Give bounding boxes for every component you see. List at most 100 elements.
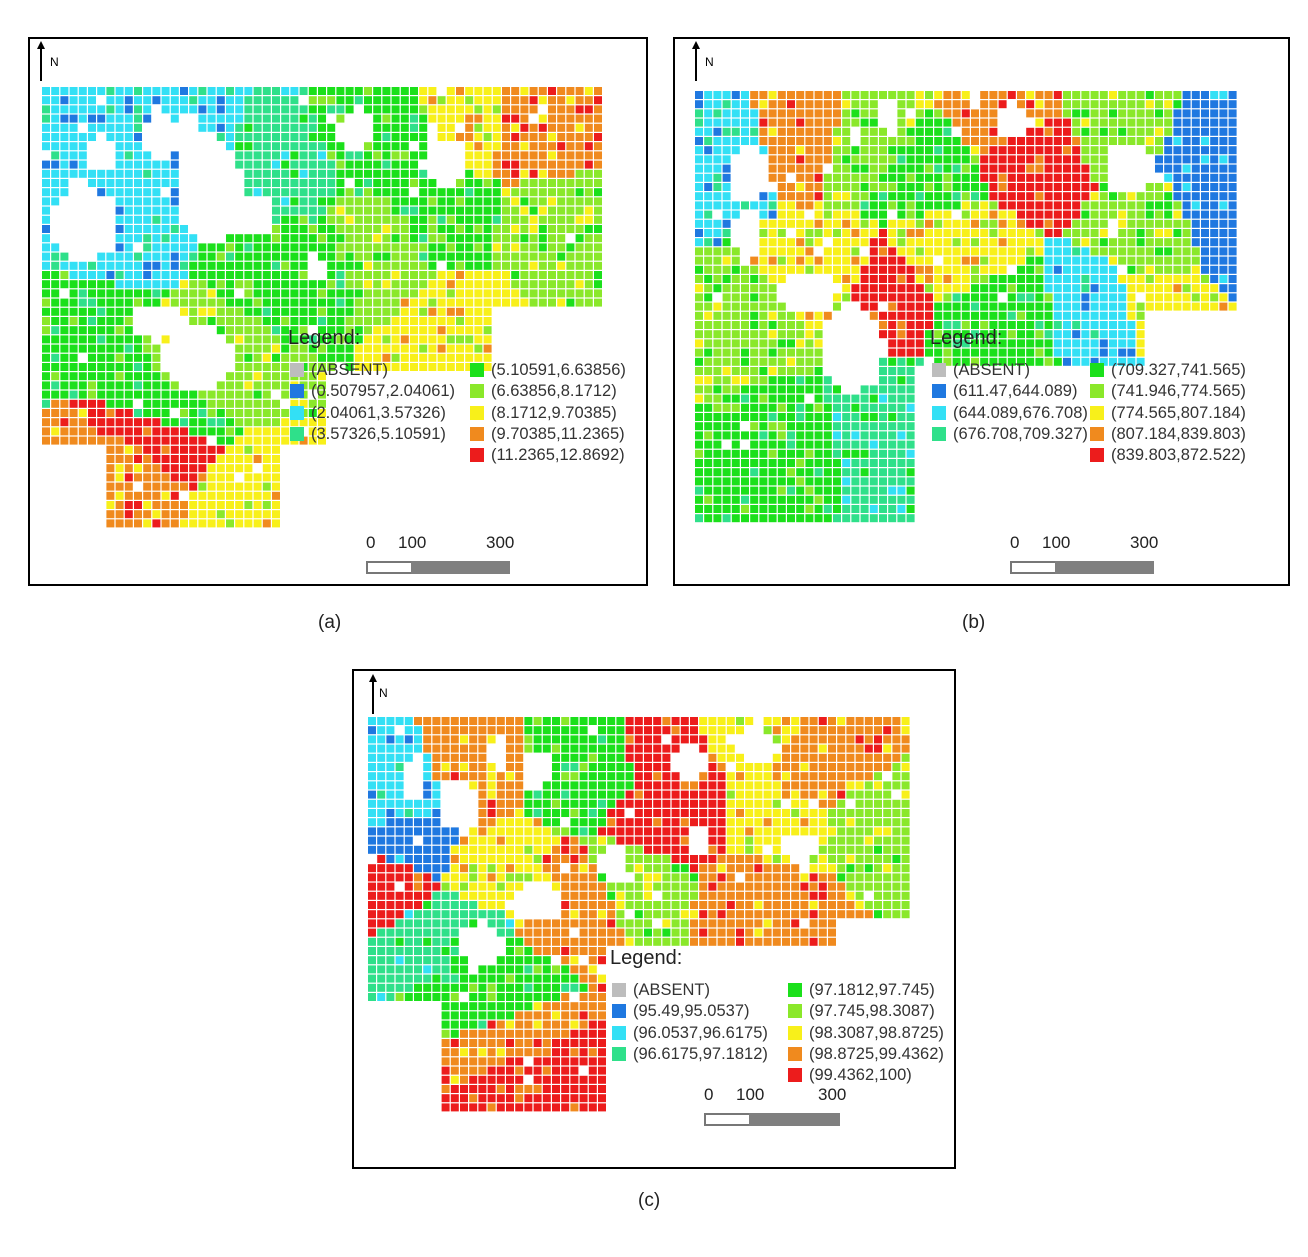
grid-cell — [299, 261, 308, 270]
grid-cell — [60, 372, 69, 381]
grid-cell — [487, 882, 496, 891]
grid-cell — [428, 307, 437, 316]
grid-cell — [478, 891, 487, 900]
grid-cell — [805, 477, 814, 486]
grid-cell — [906, 330, 915, 339]
grid-cell — [971, 275, 979, 283]
grid-cell — [1017, 302, 1025, 311]
grid-cell — [796, 449, 805, 458]
grid-cell — [170, 445, 179, 454]
grid-cell — [327, 363, 336, 371]
grid-cell — [851, 118, 860, 127]
grid-cell — [51, 179, 60, 187]
grid-cell — [833, 127, 841, 136]
grid-cell — [879, 330, 887, 339]
grid-cell — [791, 891, 800, 900]
grid-cell — [336, 353, 345, 362]
grid-cell — [915, 357, 924, 366]
grid-cell — [998, 311, 1007, 320]
grid-cell — [552, 873, 560, 882]
grid-cell — [879, 201, 887, 210]
grid-cell — [336, 197, 345, 206]
grid-cell — [823, 109, 832, 118]
grid-cell — [570, 827, 579, 836]
grid-cell — [828, 855, 836, 863]
grid-cell — [731, 459, 740, 467]
grid-cell — [695, 431, 703, 440]
grid-cell — [1191, 100, 1200, 109]
grid-cell — [1090, 238, 1099, 247]
grid-cell — [616, 772, 625, 781]
grid-cell — [901, 781, 910, 790]
grid-cell — [869, 238, 878, 247]
grid-cell — [588, 763, 597, 771]
grid-cell — [450, 717, 459, 725]
grid-cell — [1044, 238, 1053, 247]
grid-cell — [483, 197, 492, 206]
grid-cell — [1201, 91, 1209, 99]
grid-cell — [594, 215, 602, 224]
grid-cell — [1228, 146, 1237, 155]
grid-cell — [152, 363, 161, 371]
grid-cell — [395, 781, 404, 790]
grid-cell — [143, 114, 152, 123]
grid-cell — [327, 353, 336, 362]
grid-cell — [584, 206, 593, 215]
grid-cell — [800, 781, 809, 790]
grid-cell — [198, 298, 207, 307]
grid-cell — [557, 271, 566, 279]
grid-cell — [1099, 321, 1108, 329]
grid-cell — [106, 335, 115, 344]
grid-cell — [404, 744, 413, 753]
grid-cell — [998, 284, 1007, 293]
grid-cell — [828, 845, 836, 854]
grid-cell — [1053, 293, 1062, 302]
grid-cell — [124, 188, 133, 197]
grid-cell — [846, 763, 855, 771]
grid-cell — [207, 87, 216, 95]
grid-cell — [1228, 275, 1237, 283]
grid-cell — [704, 321, 713, 329]
grid-cell — [1118, 339, 1127, 348]
grid-cell — [1173, 146, 1182, 155]
grid-cell — [207, 455, 216, 463]
grid-cell — [42, 317, 50, 325]
grid-cell — [768, 284, 777, 293]
grid-cell — [644, 827, 652, 836]
grid-cell — [869, 440, 878, 449]
grid-cell — [465, 234, 474, 243]
grid-cell — [253, 289, 262, 298]
grid-cell — [671, 882, 680, 891]
grid-cell — [235, 96, 244, 105]
grid-cell — [97, 252, 106, 261]
grid-cell — [864, 827, 873, 836]
grid-cell — [272, 353, 280, 362]
grid-cell — [106, 390, 115, 399]
grid-cell — [925, 201, 933, 210]
grid-cell — [805, 431, 814, 440]
grid-cell — [791, 781, 800, 790]
grid-cell — [980, 293, 989, 302]
grid-cell — [272, 335, 280, 344]
grid-cell — [864, 772, 873, 781]
grid-cell — [708, 717, 717, 725]
grid-cell — [1026, 210, 1035, 219]
grid-cell — [42, 381, 50, 390]
grid-cell — [579, 818, 588, 827]
grid-cell — [42, 427, 50, 436]
grid-cell — [1173, 118, 1182, 127]
grid-cell — [952, 219, 961, 228]
grid-cell — [189, 409, 198, 417]
grid-cell — [869, 311, 878, 320]
grid-cell — [879, 91, 887, 99]
grid-cell — [809, 891, 818, 900]
grid-cell — [253, 133, 262, 141]
grid-cell — [465, 271, 474, 279]
grid-cell — [189, 510, 198, 519]
grid-cell — [170, 298, 179, 307]
grid-cell — [496, 809, 505, 817]
grid-cell — [860, 146, 869, 155]
grid-cell — [782, 753, 790, 762]
grid-cell — [680, 864, 689, 873]
grid-cell — [143, 243, 152, 252]
